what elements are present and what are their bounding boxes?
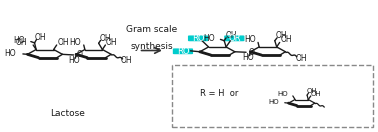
Text: O: O <box>249 48 255 57</box>
Text: HO: HO <box>203 34 215 43</box>
Text: R = H  or: R = H or <box>200 89 239 98</box>
Text: OH: OH <box>307 88 318 94</box>
Text: OH: OH <box>310 91 321 97</box>
Text: HO: HO <box>68 56 80 65</box>
Text: Gram scale: Gram scale <box>126 25 177 34</box>
Text: O: O <box>77 50 82 60</box>
FancyBboxPatch shape <box>188 36 208 41</box>
Text: OR: OR <box>228 34 240 43</box>
Text: OH: OH <box>57 38 69 47</box>
Text: RO: RO <box>192 34 204 43</box>
Text: synthesis: synthesis <box>130 42 173 51</box>
Text: HO: HO <box>70 38 81 47</box>
Text: OH: OH <box>280 35 292 44</box>
Text: HO: HO <box>14 36 25 45</box>
Text: OH: OH <box>225 31 237 40</box>
Text: HO: HO <box>268 100 279 105</box>
Bar <box>172 65 373 127</box>
Text: Lactose: Lactose <box>50 109 85 118</box>
Text: OH: OH <box>15 38 27 47</box>
Text: OH: OH <box>99 34 111 43</box>
Text: OH: OH <box>106 38 118 47</box>
Text: HO: HO <box>5 49 16 58</box>
Text: HO: HO <box>244 35 256 44</box>
Text: HO: HO <box>277 91 288 97</box>
FancyBboxPatch shape <box>173 48 193 54</box>
FancyBboxPatch shape <box>224 36 245 41</box>
Text: OH: OH <box>34 32 46 42</box>
Text: OH: OH <box>276 31 287 40</box>
Text: OH: OH <box>121 56 133 65</box>
Text: HO: HO <box>243 53 254 62</box>
Text: RO: RO <box>177 47 189 56</box>
Text: OH: OH <box>295 54 307 63</box>
